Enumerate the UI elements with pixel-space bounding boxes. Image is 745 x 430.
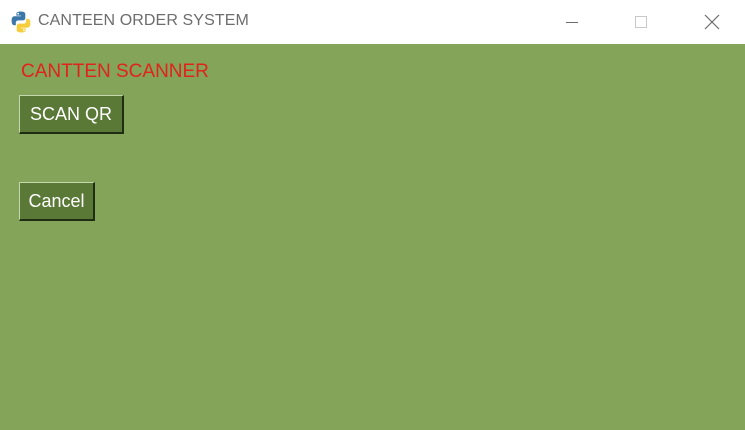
close-button[interactable] <box>689 0 735 44</box>
window-title: CANTEEN ORDER SYSTEM <box>38 12 249 29</box>
main-panel: CANTTEN SCANNER SCAN QR Cancel <box>0 44 745 430</box>
scan-qr-button-label: SCAN QR <box>29 104 112 124</box>
maximize-button[interactable] <box>618 0 664 44</box>
minimize-icon <box>564 14 580 30</box>
page-title: CANTTEN SCANNER <box>21 61 209 82</box>
cancel-button[interactable]: Cancel <box>19 182 95 221</box>
title-bar[interactable]: CANTEEN ORDER SYSTEM <box>0 0 745 44</box>
python-icon <box>9 10 33 34</box>
cancel-button-label: Cancel <box>28 191 85 211</box>
scan-qr-button[interactable]: SCAN QR <box>19 95 124 134</box>
minimize-button[interactable] <box>549 0 595 44</box>
close-icon <box>703 13 721 31</box>
maximize-icon <box>633 14 649 30</box>
